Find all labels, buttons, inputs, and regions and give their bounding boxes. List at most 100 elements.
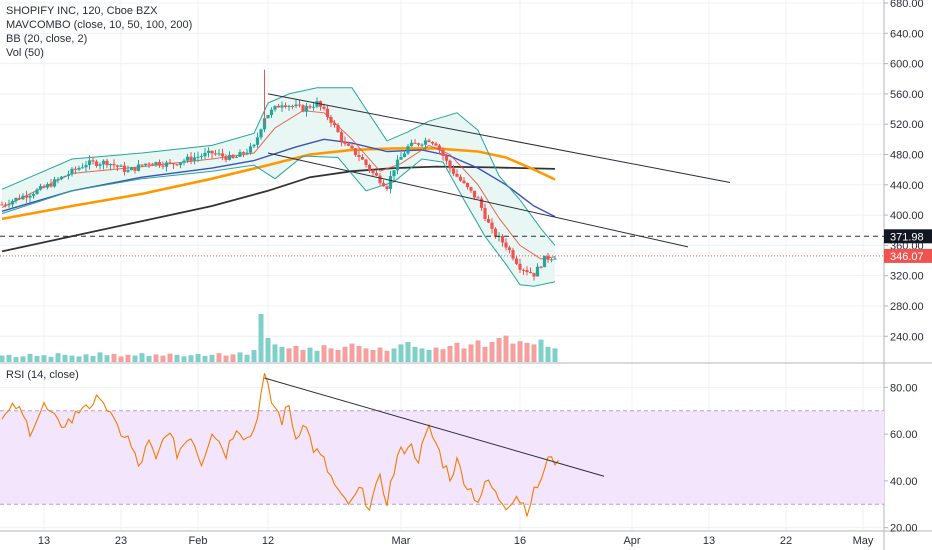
candle-body <box>168 162 172 164</box>
candle-body <box>322 106 326 109</box>
rsi-tick-label: 20.00 <box>890 523 918 535</box>
candle-body <box>248 146 253 153</box>
ma100-line <box>1 147 556 221</box>
candle-body <box>45 184 50 188</box>
candle-body <box>227 154 232 160</box>
candle-body <box>213 153 218 155</box>
volume-bar <box>55 353 61 362</box>
candle-body <box>353 148 358 155</box>
candle-body <box>196 156 200 158</box>
candle-body <box>469 187 473 191</box>
volume-bar <box>545 346 551 362</box>
candle-body <box>357 154 361 157</box>
legend-symbol[interactable]: SHOPIFY INC, 120, Cboe BZX <box>6 5 158 17</box>
price-tick-label: 600.00 <box>890 59 924 71</box>
volume-bar <box>76 356 82 362</box>
candle-body <box>171 162 176 165</box>
candle-body <box>192 157 197 161</box>
candle-body <box>360 156 365 160</box>
candle-body <box>297 104 302 106</box>
candle-body <box>164 162 169 167</box>
volume-bar <box>412 346 418 362</box>
candle-body <box>490 222 494 229</box>
candle-body <box>59 176 64 180</box>
candle-body <box>206 150 211 153</box>
volume-bar <box>48 356 54 362</box>
candle-body <box>332 122 337 126</box>
candle-body <box>301 105 305 112</box>
volume-bar <box>160 355 166 362</box>
volume-bar <box>314 350 320 362</box>
candle-body <box>409 142 414 147</box>
volume-bar <box>237 352 243 362</box>
candle-body <box>325 108 330 118</box>
candle-body <box>108 163 113 166</box>
volume-bar <box>489 342 495 362</box>
candle-body <box>259 129 263 138</box>
candle-body <box>416 143 421 145</box>
candle-body <box>98 164 102 166</box>
candle-body <box>399 157 403 160</box>
candle-body <box>441 149 445 156</box>
candle-body <box>185 156 190 161</box>
candle-body <box>430 141 435 144</box>
volume-bar <box>216 353 222 362</box>
legend-volume[interactable]: Vol (50) <box>6 47 44 59</box>
price-tag <box>884 248 932 263</box>
volume-bar <box>104 355 110 362</box>
candle-body <box>140 164 144 166</box>
time-tick-label: Feb <box>189 535 208 547</box>
candle-body <box>133 167 137 171</box>
volume-bar <box>293 346 299 362</box>
candle-body <box>66 174 71 177</box>
candle-body <box>73 168 78 170</box>
candle-body <box>203 152 207 157</box>
candle-body <box>24 195 29 198</box>
time-tick-label: 16 <box>514 535 526 547</box>
candle-body <box>290 106 295 108</box>
legend-bollinger[interactable]: BB (20, close, 2) <box>6 33 88 45</box>
volume-bar <box>517 341 523 362</box>
candle-body <box>129 167 134 171</box>
volume-bar <box>496 338 502 362</box>
volume-bar <box>139 353 145 362</box>
volume-bar <box>356 346 362 362</box>
candle-body <box>462 180 466 184</box>
candle-body <box>444 155 449 161</box>
volume-bar <box>475 340 481 362</box>
candle-body <box>553 258 557 260</box>
candle-body <box>339 132 344 142</box>
volume-bar <box>454 342 460 362</box>
legend-rsi[interactable]: RSI (14, close) <box>6 369 79 381</box>
bollinger-band-fill <box>2 87 555 287</box>
candle-body <box>0 204 4 206</box>
candle-body <box>294 104 298 107</box>
candle-body <box>493 228 498 237</box>
volume-bar <box>20 356 26 362</box>
volume-bar <box>349 343 355 362</box>
volume-bar <box>41 355 47 362</box>
legend-mavcombo[interactable]: MAVCOMBO (close, 10, 50, 100, 200) <box>6 19 193 31</box>
candle-body <box>101 160 106 165</box>
candle-body <box>511 250 515 259</box>
price-tag-label: 346.07 <box>890 251 924 263</box>
candle-body <box>63 176 67 178</box>
candle-body <box>521 269 526 271</box>
volume-bar <box>307 347 313 362</box>
ma200-line <box>1 165 556 253</box>
volume-bar <box>251 350 257 362</box>
candle-body <box>472 190 477 198</box>
volume-bar <box>321 345 327 362</box>
candle-body <box>371 170 375 173</box>
volume-bar <box>258 314 264 362</box>
rsi-tick-label: 80.00 <box>890 382 918 394</box>
time-tick-label: Apr <box>623 535 640 547</box>
time-tick-label: 13 <box>703 535 715 547</box>
candle-body <box>217 153 221 155</box>
volume-bar <box>174 354 180 362</box>
price-tick-label: 240.00 <box>890 331 924 343</box>
candle-body <box>52 179 57 187</box>
candle-body <box>273 105 277 110</box>
volume-bar <box>328 348 334 362</box>
